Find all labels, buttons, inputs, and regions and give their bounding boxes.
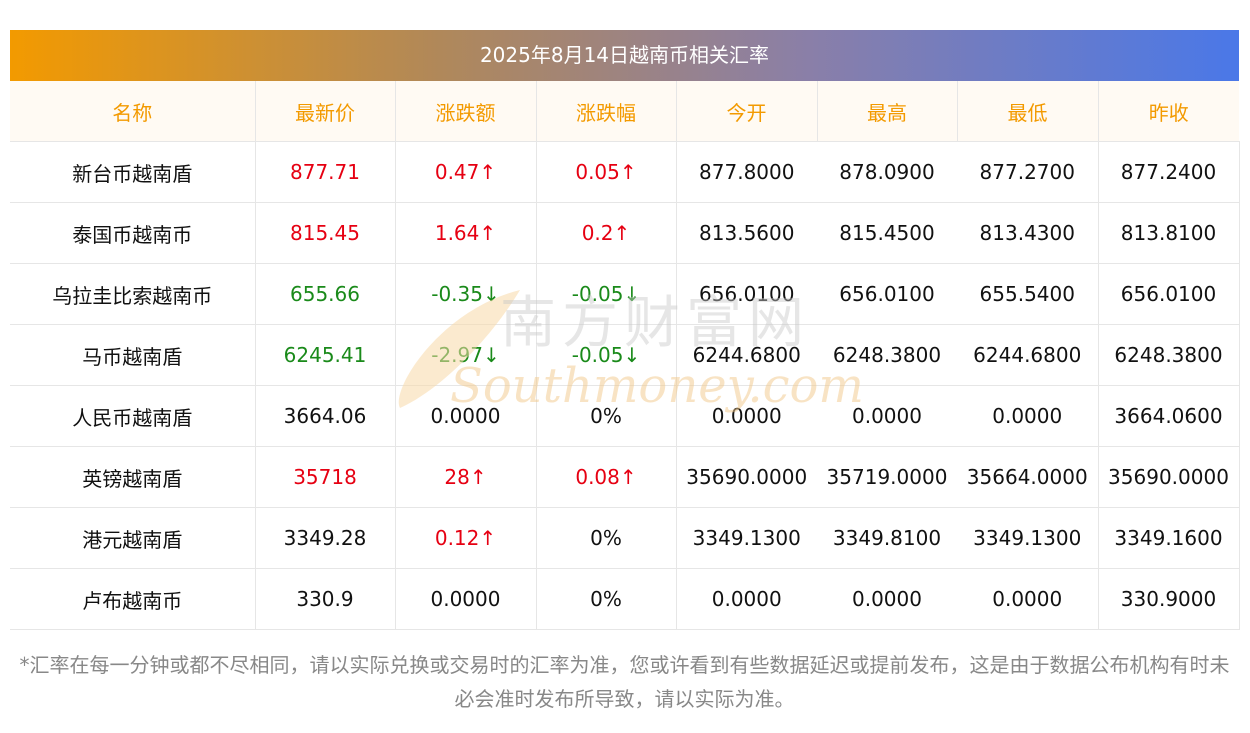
cell-open: 0.0000	[676, 568, 817, 630]
cell-low: 877.2700	[957, 141, 1099, 203]
cell-low: 35664.0000	[957, 446, 1099, 508]
cell-pct: -0.05↓	[536, 324, 677, 386]
col-header-change: 涨跌额	[394, 81, 536, 142]
table-row: 乌拉圭比索越南币 655.66 -0.35↓ -0.05↓ 656.0100 656.01…	[10, 263, 1240, 325]
col-header-low: 最低	[956, 81, 1098, 142]
cell-pct: 0%	[536, 385, 677, 447]
cell-change: -0.35↓	[395, 263, 537, 325]
rate-table-container: 2025年8月14日越南币相关汇率 名称 最新价 涨跌额 涨跌幅 今开 最高 最…	[10, 30, 1240, 630]
col-header-name: 名称	[10, 81, 255, 142]
cell-pct: 0.2↑	[536, 202, 677, 264]
cell-low: 655.5400	[957, 263, 1099, 325]
cell-open: 0.0000	[676, 385, 817, 447]
cell-name: 港元越南盾	[10, 507, 256, 569]
cell-low: 0.0000	[957, 568, 1099, 630]
cell-price: 655.66	[255, 263, 396, 325]
cell-prev: 813.8100	[1098, 202, 1240, 264]
cell-name: 英镑越南盾	[10, 446, 256, 508]
cell-price: 3349.28	[255, 507, 396, 569]
col-header-prev: 昨收	[1097, 81, 1239, 142]
col-header-open: 今开	[675, 81, 817, 142]
cell-name: 人民币越南盾	[10, 385, 256, 447]
cell-price: 330.9	[255, 568, 396, 630]
cell-prev: 35690.0000	[1098, 446, 1240, 508]
cell-name: 泰国币越南币	[10, 202, 256, 264]
cell-pct: 0%	[536, 568, 677, 630]
table-title: 2025年8月14日越南币相关汇率	[10, 30, 1239, 81]
cell-high: 3349.8100	[817, 507, 957, 569]
cell-prev: 877.2400	[1098, 141, 1240, 203]
cell-pct: 0.08↑	[536, 446, 677, 508]
cell-prev: 6248.3800	[1098, 324, 1240, 386]
table-row: 人民币越南盾 3664.06 0.0000 0% 0.0000 0.0000 0.0000 3…	[10, 385, 1240, 447]
table-row: 新台币越南盾 877.71 0.47↑ 0.05↑ 877.8000 878.0900 87…	[10, 141, 1240, 203]
cell-low: 6244.6800	[957, 324, 1099, 386]
cell-open: 877.8000	[676, 141, 817, 203]
table-row: 泰国币越南币 815.45 1.64↑ 0.2↑ 813.5600 815.4500 813…	[10, 202, 1240, 264]
cell-high: 6248.3800	[817, 324, 957, 386]
cell-high: 35719.0000	[817, 446, 957, 508]
table-row: 卢布越南币 330.9 0.0000 0% 0.0000 0.0000 0.0000 330.…	[10, 568, 1240, 630]
cell-open: 35690.0000	[676, 446, 817, 508]
col-header-pct: 涨跌幅	[535, 81, 676, 142]
rate-table: 名称 最新价 涨跌额 涨跌幅 今开 最高 最低 昨收 新台币越南盾 877.71 0…	[10, 81, 1240, 630]
cell-price: 815.45	[255, 202, 396, 264]
cell-prev: 330.9000	[1098, 568, 1240, 630]
cell-change: 0.47↑	[395, 141, 537, 203]
cell-price: 6245.41	[255, 324, 396, 386]
cell-change: 0.0000	[395, 385, 537, 447]
cell-open: 3349.1300	[676, 507, 817, 569]
cell-high: 656.0100	[817, 263, 957, 325]
cell-name: 卢布越南币	[10, 568, 256, 630]
cell-pct: 0.05↑	[536, 141, 677, 203]
cell-open: 6244.6800	[676, 324, 817, 386]
cell-open: 656.0100	[676, 263, 817, 325]
cell-change: 0.12↑	[395, 507, 537, 569]
cell-price: 877.71	[255, 141, 396, 203]
cell-high: 878.0900	[817, 141, 957, 203]
cell-pct: -0.05↓	[536, 263, 677, 325]
cell-name: 新台币越南盾	[10, 141, 256, 203]
table-row: 港元越南盾 3349.28 0.12↑ 0% 3349.1300 3349.8100 334…	[10, 507, 1240, 569]
cell-price: 35718	[255, 446, 396, 508]
cell-change: 1.64↑	[395, 202, 537, 264]
cell-change: 28↑	[395, 446, 537, 508]
cell-low: 3349.1300	[957, 507, 1099, 569]
cell-high: 0.0000	[817, 385, 957, 447]
cell-price: 3664.06	[255, 385, 396, 447]
cell-name: 乌拉圭比索越南币	[10, 263, 256, 325]
cell-high: 815.4500	[817, 202, 957, 264]
disclaimer-note: *汇率在每一分钟或都不尽相同，请以实际兑换或交易时的汇率为准，您或许看到有些数据…	[19, 653, 1230, 711]
cell-pct: 0%	[536, 507, 677, 569]
cell-low: 813.4300	[957, 202, 1099, 264]
cell-change: 0.0000	[395, 568, 537, 630]
col-header-high: 最高	[816, 81, 957, 142]
cell-prev: 656.0100	[1098, 263, 1240, 325]
cell-name: 马币越南盾	[10, 324, 256, 386]
cell-open: 813.5600	[676, 202, 817, 264]
col-header-price: 最新价	[254, 81, 395, 142]
cell-prev: 3349.1600	[1098, 507, 1240, 569]
header-row: 名称 最新价 涨跌额 涨跌幅 今开 最高 最低 昨收	[10, 81, 1239, 142]
table-row: 马币越南盾 6245.41 -2.97↓ -0.05↓ 6244.6800 6248.38…	[10, 324, 1240, 386]
cell-change: -2.97↓	[395, 324, 537, 386]
table-row: 英镑越南盾 35718 28↑ 0.08↑ 35690.0000 35719.0000 35…	[10, 446, 1240, 508]
cell-high: 0.0000	[817, 568, 957, 630]
cell-prev: 3664.0600	[1098, 385, 1240, 447]
cell-low: 0.0000	[957, 385, 1099, 447]
